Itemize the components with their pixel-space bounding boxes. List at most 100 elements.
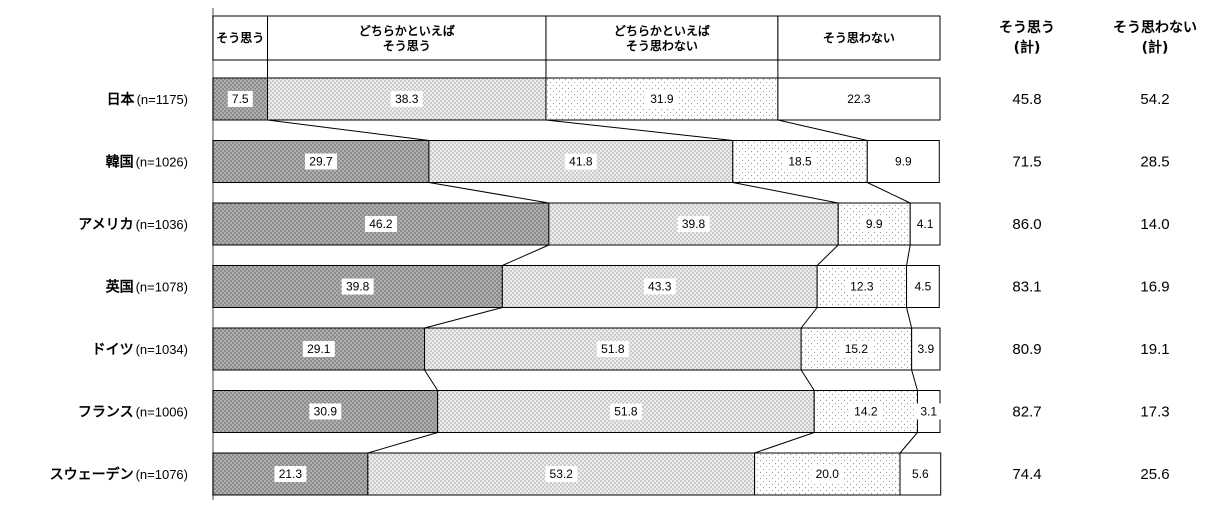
category-label-6: スウェーデン (n=1076) xyxy=(50,466,188,483)
data-label-6-0: 21.3 xyxy=(279,467,303,481)
data-label-bg-2-0 xyxy=(364,216,397,232)
data-label-bg-5-1 xyxy=(609,403,642,420)
data-label-5-3: 3.1 xyxy=(920,405,937,419)
data-label-3-0: 39.8 xyxy=(346,280,370,294)
data-label-bg-6-2 xyxy=(811,466,844,482)
data-label-bg-0-1 xyxy=(390,91,423,107)
legend-label-0: そう思う xyxy=(216,31,264,45)
data-label-bg-6-1 xyxy=(545,466,578,482)
data-label-bg-0-0 xyxy=(227,91,253,107)
data-label-bg-1-3 xyxy=(890,153,916,170)
connector-row-0-1 xyxy=(267,119,429,141)
total-agree-4: 80.9 xyxy=(1012,341,1041,358)
data-label-0-2: 31.9 xyxy=(650,92,674,106)
connector-row-5-3 xyxy=(899,432,918,454)
legend-box-1 xyxy=(267,15,547,61)
legend-label-2: どちらかといえばそう思わない xyxy=(614,23,710,53)
data-label-4-3: 3.9 xyxy=(917,342,934,356)
total-disagree-6: 25.6 xyxy=(1140,466,1169,483)
total-disagree-2: 14.0 xyxy=(1140,216,1169,233)
total-disagree-5: 17.3 xyxy=(1140,404,1169,421)
data-label-bg-5-0 xyxy=(309,403,342,420)
data-label-5-1: 51.8 xyxy=(614,405,638,419)
data-label-bg-3-2 xyxy=(845,278,878,295)
data-label-1-0: 29.7 xyxy=(309,155,333,169)
connector-row-5-2 xyxy=(754,432,815,454)
bar-4-2 xyxy=(800,327,913,371)
bar-6-0 xyxy=(212,452,369,496)
connector-row-3-2 xyxy=(800,307,818,329)
data-label-bg-3-1 xyxy=(643,278,676,295)
total-header-1: そう思わない(計) xyxy=(1113,20,1197,56)
data-label-6-2: 20.0 xyxy=(816,467,840,481)
data-label-bg-0-3 xyxy=(842,91,875,107)
total-agree-3: 83.1 xyxy=(1012,279,1041,296)
legend-box-3 xyxy=(777,15,941,61)
data-label-2-0: 46.2 xyxy=(369,217,393,231)
connector-row-4-1 xyxy=(424,369,439,391)
data-label-6-3: 5.6 xyxy=(912,467,929,481)
connector-row-2-2 xyxy=(816,244,839,266)
data-label-bg-3-3 xyxy=(910,278,936,295)
data-label-3-2: 12.3 xyxy=(850,280,874,294)
data-label-4-1: 51.8 xyxy=(601,342,625,356)
category-label-2: アメリカ (n=1036) xyxy=(78,217,188,233)
data-label-2-3: 4.1 xyxy=(917,217,934,231)
connector-row-4-2 xyxy=(800,369,815,391)
category-label-5: フランス (n=1006) xyxy=(78,405,188,421)
total-agree-1: 71.5 xyxy=(1012,154,1041,171)
total-disagree-3: 16.9 xyxy=(1140,279,1169,296)
data-label-1-1: 41.8 xyxy=(569,155,593,169)
data-label-bg-1-2 xyxy=(784,153,817,170)
connector-row-0-2 xyxy=(545,119,733,141)
connector-row-1-1 xyxy=(428,182,549,204)
data-label-bg-0-2 xyxy=(645,91,678,107)
total-disagree-4: 19.1 xyxy=(1140,341,1169,358)
data-label-1-2: 18.5 xyxy=(788,155,812,169)
total-disagree-1: 28.5 xyxy=(1140,154,1169,171)
connector-row-4-3 xyxy=(911,369,918,391)
total-agree-2: 86.0 xyxy=(1012,216,1041,233)
data-label-3-3: 4.5 xyxy=(915,280,932,294)
data-label-bg-5-3 xyxy=(916,403,942,420)
category-label-1: 韓国 (n=1026) xyxy=(106,154,188,171)
data-label-bg-6-0 xyxy=(274,466,307,482)
connector-row-5-1 xyxy=(367,432,438,454)
connector-row-3-1 xyxy=(424,307,503,329)
data-label-0-0: 7.5 xyxy=(232,92,249,106)
data-label-bg-6-3 xyxy=(907,466,933,482)
data-label-bg-4-2 xyxy=(840,341,873,357)
data-label-bg-4-3 xyxy=(913,341,939,357)
data-label-0-3: 22.3 xyxy=(847,92,871,106)
data-label-bg-5-2 xyxy=(849,403,882,420)
connector-row-2-3 xyxy=(906,244,911,266)
total-disagree-0: 54.2 xyxy=(1140,91,1169,108)
connector-row-2-1 xyxy=(502,244,550,266)
connector-row-3-3 xyxy=(906,307,913,329)
data-label-5-0: 30.9 xyxy=(314,405,338,419)
total-agree-5: 82.7 xyxy=(1012,404,1041,421)
legend-label-3: そう思わない xyxy=(823,31,895,45)
data-label-bg-1-0 xyxy=(304,153,337,170)
legend-box-2 xyxy=(545,15,779,61)
data-label-bg-3-0 xyxy=(341,278,374,295)
data-label-bg-2-3 xyxy=(912,216,938,232)
category-label-0: 日本 (n=1175) xyxy=(107,91,188,108)
total-header-0: そう思う(計) xyxy=(999,20,1055,56)
data-label-2-1: 39.8 xyxy=(682,217,706,231)
data-label-4-0: 29.1 xyxy=(307,342,331,356)
data-label-bg-2-2 xyxy=(861,216,887,232)
data-label-4-2: 15.2 xyxy=(845,342,869,356)
category-label-4: ドイツ (n=1034) xyxy=(92,342,188,358)
data-label-0-1: 38.3 xyxy=(395,92,419,106)
total-agree-6: 74.4 xyxy=(1012,466,1041,483)
data-label-2-2: 9.9 xyxy=(866,217,883,231)
legend-label-1: どちらかといえばそう思う xyxy=(359,23,455,53)
connector-row-1-3 xyxy=(867,182,911,204)
connector-row-0-3 xyxy=(777,119,868,141)
total-agree-0: 45.8 xyxy=(1012,91,1041,108)
category-label-3: 英国 (n=1078) xyxy=(105,279,188,296)
data-label-bg-4-0 xyxy=(302,341,335,357)
data-label-3-1: 43.3 xyxy=(648,280,672,294)
